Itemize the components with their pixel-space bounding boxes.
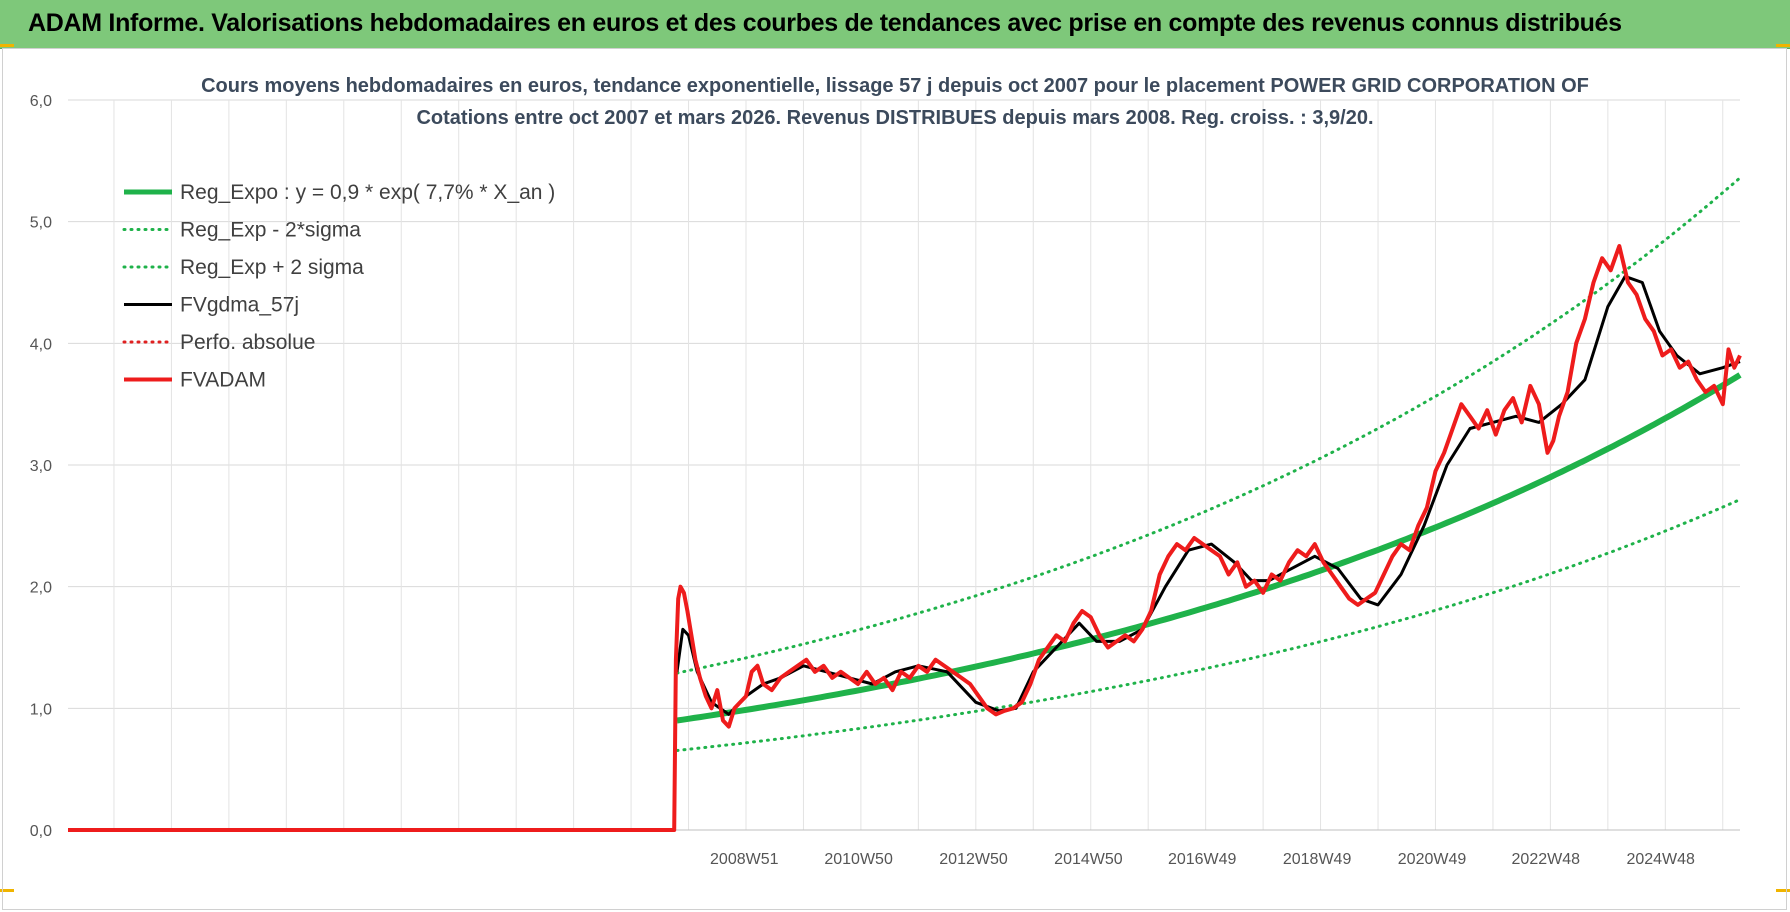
- legend-label: Reg_Expo : y = 0,9 * exp( 7,7% * X_an ): [180, 181, 555, 204]
- chart-title-line-1: Cours moyens hebdomadaires en euros, ten…: [201, 75, 1589, 97]
- chart-frame: [2, 48, 1787, 910]
- x-tick-label: 2016W49: [1168, 851, 1237, 868]
- y-tick-label: 2,0: [30, 580, 52, 597]
- x-tick-label: 2008W51: [710, 851, 779, 868]
- chart-axes: 0,0 1,0 2,0 3,0 4,0 5,0 6,0 2008W51 2010W50 2012W…: [30, 93, 1740, 868]
- x-tick-label: 2010W50: [824, 851, 893, 868]
- x-tick-label: 2020W49: [1398, 851, 1467, 868]
- x-tick-label: 2018W49: [1283, 851, 1352, 868]
- series-line-6: [68, 244, 1742, 832]
- report-title: ADAM Informe. Valorisations hebdomadaire…: [28, 9, 1622, 37]
- corner-marker-bottom-right: [1776, 889, 1790, 892]
- y-tick-label: 4,0: [30, 336, 52, 353]
- series-line-4: [675, 274, 1741, 716]
- legend-label: Reg_Exp - 2*sigma: [180, 219, 361, 242]
- chart-legend: Reg_Expo : y = 0,9 * exp( 7,7% * X_an ) R…: [122, 181, 555, 392]
- legend-label: FVgdma_57j: [180, 294, 299, 317]
- corner-marker-bottom-left: [0, 889, 14, 892]
- y-tick-label: 6,0: [30, 93, 52, 110]
- x-tick-label: 2022W48: [1512, 851, 1581, 868]
- legend-label: Perfo. absolue: [180, 331, 315, 354]
- x-tick-label: 2014W50: [1054, 851, 1123, 868]
- x-tick-label: 2024W48: [1626, 851, 1695, 868]
- y-tick-label: 5,0: [30, 215, 52, 232]
- series-line-2: [675, 498, 1742, 752]
- legend-label: Reg_Exp + 2 sigma: [180, 256, 364, 279]
- y-tick-label: 3,0: [30, 458, 52, 475]
- series-line-1: [676, 372, 1742, 724]
- report-banner: ADAM Informe. Valorisations hebdomadaire…: [0, 0, 1790, 49]
- chart-grid: [68, 99, 1740, 831]
- corner-marker-right: [1776, 44, 1790, 47]
- y-tick-label: 0,0: [30, 823, 52, 840]
- chart-series: [68, 176, 1742, 832]
- legend-label: FVADAM: [180, 369, 266, 392]
- y-tick-label: 1,0: [30, 701, 52, 718]
- corner-marker-left: [0, 44, 14, 47]
- series-line-3: [675, 176, 1742, 675]
- x-tick-label: 2012W50: [939, 851, 1008, 868]
- chart-title-line-2: Cotations entre oct 2007 et mars 2026. R…: [416, 107, 1373, 129]
